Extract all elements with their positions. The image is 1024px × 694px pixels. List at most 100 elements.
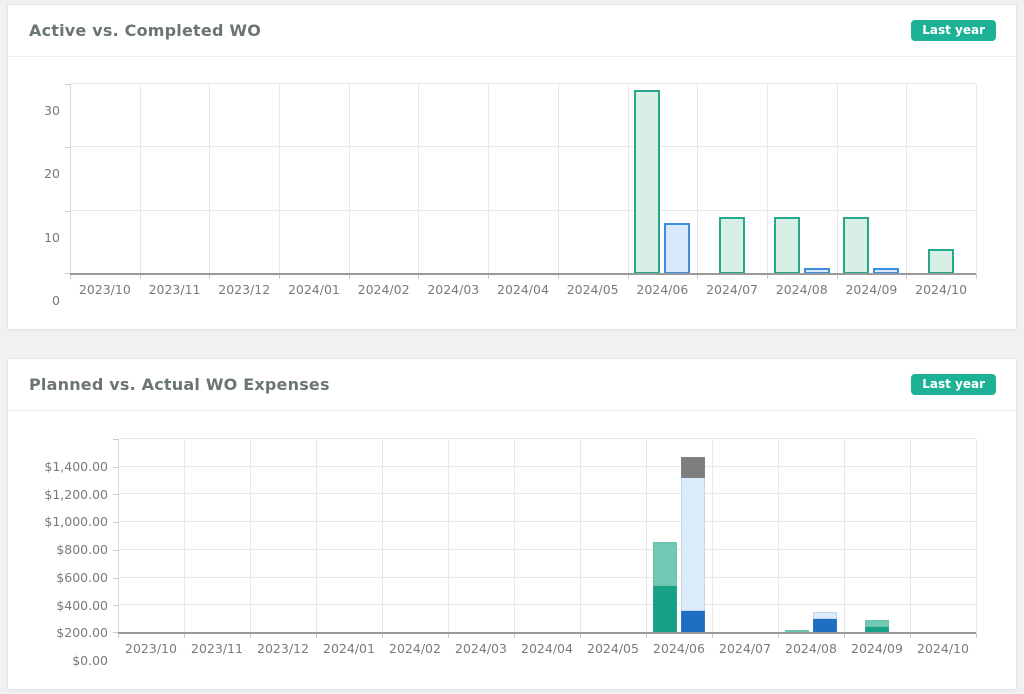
category-slot	[697, 84, 767, 274]
y-tick-label: $1,200.00	[44, 486, 108, 502]
y-tick-label: $800.00	[56, 542, 108, 558]
category-slot	[349, 84, 419, 274]
y-axis-tick	[65, 84, 70, 85]
bar-actual-expenses-2024/06[interactable]	[681, 457, 705, 633]
y-axis-tick	[113, 632, 118, 633]
x-axis-tick	[557, 274, 559, 279]
category-slot	[580, 439, 646, 633]
card-title: Active vs. Completed WO	[29, 21, 262, 40]
v-gridline	[844, 439, 845, 633]
segment-actual-upper[interactable]	[681, 457, 705, 478]
segment-planned-upper[interactable]	[865, 619, 889, 627]
y-tick-label: $400.00	[56, 597, 108, 613]
bar-active-wo-2024/08[interactable]	[773, 217, 800, 274]
bar-completed-wo-2024/09[interactable]	[873, 267, 900, 274]
x-tick-label: 2024/10	[917, 641, 969, 656]
x-tick-label: 2024/09	[845, 282, 898, 297]
x-axis-baseline	[70, 273, 976, 275]
bar-completed-wo-2024/06[interactable]	[664, 223, 691, 274]
x-axis: 2023/10 2023/11 2023/12 2024/01 2024/02 2024/…	[118, 633, 976, 656]
y-axis-tick	[65, 147, 70, 149]
y-axis-tick	[65, 273, 70, 274]
x-axis-tick	[778, 633, 779, 638]
x-tick-label: 2024/10	[915, 282, 968, 297]
x-axis: 2023/10 2023/11 2023/12 2024/01 2024/02 2024/…	[70, 274, 976, 297]
v-gridline	[250, 439, 251, 633]
x-tick-label: 2023/11	[191, 641, 243, 656]
y-axis-line	[118, 439, 119, 633]
x-axis-tick	[250, 633, 251, 638]
category-slot	[418, 84, 488, 274]
x-tick-label: 2024/02	[389, 641, 441, 656]
bar-active-wo-2024/06[interactable]	[634, 90, 661, 274]
x-axis-tick	[316, 633, 317, 638]
v-gridline	[906, 84, 908, 274]
x-axis-tick	[448, 633, 449, 638]
x-axis-tick	[418, 274, 420, 279]
x-axis-baseline	[118, 632, 976, 634]
x-axis-tick	[348, 274, 350, 279]
h-gridline	[118, 576, 976, 578]
bar-active-wo-2024/10[interactable]	[928, 248, 955, 274]
segment-actual-lower[interactable]	[813, 619, 837, 633]
x-tick-label: 2023/11	[148, 282, 201, 297]
h-gridline	[70, 209, 976, 211]
category-slot	[910, 439, 976, 633]
segment-actual-middle[interactable]	[681, 477, 705, 611]
x-tick-label: 2024/07	[719, 641, 771, 656]
v-gridline	[976, 439, 977, 633]
bar-active-wo-2024/07[interactable]	[719, 217, 746, 274]
y-axis-line	[70, 84, 71, 274]
v-gridline	[580, 439, 581, 633]
x-tick-label: 2024/06	[653, 641, 705, 656]
v-gridline	[514, 439, 515, 633]
category-slot	[712, 439, 778, 633]
x-axis-tick	[976, 274, 977, 279]
x-tick-label: 2024/08	[775, 282, 828, 297]
y-axis-tick	[113, 605, 118, 607]
segment-planned-lower[interactable]	[653, 585, 677, 633]
last-year-badge[interactable]: Last year	[911, 20, 996, 41]
category-slot	[837, 84, 907, 274]
category-slot	[558, 84, 628, 274]
category-slot	[316, 439, 382, 633]
category-slot	[118, 439, 184, 633]
y-axis-tick	[113, 549, 118, 551]
card-header: Planned vs. Actual WO Expenses Last year	[8, 359, 1016, 411]
v-gridline	[279, 84, 281, 274]
segment-actual-middle[interactable]	[813, 611, 837, 620]
x-tick-label: 2024/02	[357, 282, 410, 297]
segment-actual-lower[interactable]	[681, 610, 705, 633]
x-tick-label: 2024/05	[566, 282, 619, 297]
bar-completed-wo-2024/08[interactable]	[803, 267, 830, 274]
x-tick-label: 2024/06	[636, 282, 689, 297]
v-gridline	[766, 84, 768, 274]
v-gridline	[557, 84, 559, 274]
v-gridline	[778, 439, 779, 633]
x-axis-tick	[627, 274, 629, 279]
last-year-badge[interactable]: Last year	[911, 374, 996, 395]
x-tick-label: 2023/12	[257, 641, 309, 656]
v-gridline	[448, 439, 449, 633]
x-tick-label: 2024/09	[851, 641, 903, 656]
x-axis-tick	[646, 633, 647, 638]
bar-planned-expenses-2024/06[interactable]	[653, 541, 677, 633]
active-vs-completed-chart: 0 10 20 30 2023/10 2023/11 2023/12 2024/01 2024…	[8, 83, 1016, 308]
v-gridline	[836, 84, 838, 274]
v-gridline	[488, 84, 490, 274]
bar-active-wo-2024/09[interactable]	[843, 217, 870, 274]
x-axis-tick	[580, 633, 581, 638]
y-axis-tick	[113, 466, 118, 468]
x-tick-label: 2024/04	[521, 641, 573, 656]
x-axis-tick	[209, 274, 211, 279]
x-axis-tick	[514, 633, 515, 638]
x-axis-tick	[382, 633, 383, 638]
v-gridline	[910, 439, 911, 633]
x-axis-tick	[836, 274, 838, 279]
bar-actual-expenses-2024/08[interactable]	[813, 611, 837, 633]
plot-area	[65, 83, 977, 279]
h-gridline	[70, 83, 976, 84]
v-gridline	[316, 439, 317, 633]
segment-planned-upper[interactable]	[653, 541, 677, 586]
category-slot	[767, 84, 837, 274]
